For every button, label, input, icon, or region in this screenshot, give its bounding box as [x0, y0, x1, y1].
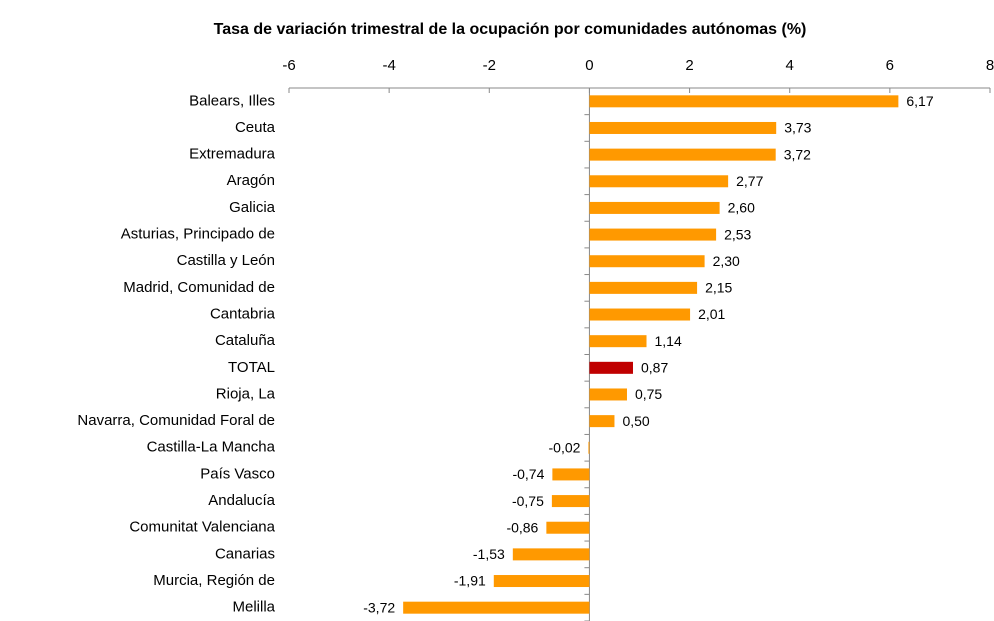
- value-label: 1,14: [655, 333, 682, 349]
- y-tick-label: Aragón: [227, 172, 275, 189]
- value-label: -0,75: [512, 493, 544, 509]
- bar: [403, 601, 590, 614]
- bar: [589, 255, 705, 268]
- y-tick-label: Ceuta: [235, 119, 276, 136]
- value-label: -0,86: [506, 519, 538, 535]
- y-tick-label: Rioja, La: [216, 385, 276, 402]
- bar: [546, 521, 590, 534]
- x-tick-label: 8: [986, 57, 994, 74]
- y-tick-label: Navarra, Comunidad Foral de: [77, 412, 275, 429]
- x-tick-label: -2: [483, 57, 496, 74]
- bar: [589, 361, 633, 374]
- bar: [589, 121, 777, 134]
- bar: [589, 175, 729, 188]
- value-label: 0,50: [622, 413, 649, 429]
- x-tick-label: 4: [786, 57, 794, 74]
- y-tick-label: País Vasco: [200, 465, 275, 482]
- value-label: 3,72: [784, 146, 811, 162]
- value-label: 0,87: [641, 360, 668, 376]
- bar: [589, 415, 615, 428]
- value-label: -3,72: [363, 599, 395, 615]
- value-label: 2,15: [705, 280, 732, 296]
- bar: [552, 468, 590, 481]
- y-tick-label: Comunitat Valenciana: [129, 519, 275, 536]
- value-label: 3,73: [784, 120, 811, 136]
- y-tick-label: Castilla-La Mancha: [147, 439, 276, 456]
- chart-title: Tasa de variación trimestral de la ocupa…: [214, 21, 807, 38]
- value-label: -0,74: [512, 466, 544, 482]
- bar: [551, 495, 590, 508]
- y-tick-label: Asturias, Principado de: [121, 226, 275, 243]
- x-tick-label: 0: [585, 57, 593, 74]
- y-tick-label: Balears, Illes: [189, 92, 275, 109]
- bar: [588, 441, 590, 454]
- bar: [589, 148, 776, 161]
- y-tick-label: Cantabria: [210, 305, 276, 322]
- value-label: 2,30: [713, 253, 740, 269]
- value-label: 6,17: [906, 93, 933, 109]
- bar: [493, 575, 590, 588]
- bar: [589, 335, 647, 348]
- x-tick-label: 6: [886, 57, 894, 74]
- y-tick-label: Canarias: [215, 545, 275, 562]
- y-tick-label: Cataluña: [215, 332, 276, 349]
- value-label: 0,75: [635, 386, 662, 402]
- y-tick-label: Castilla y León: [177, 252, 275, 269]
- value-label: 2,01: [698, 306, 725, 322]
- value-label: -0,02: [549, 439, 581, 455]
- value-label: 2,53: [724, 226, 751, 242]
- y-tick-label: Melilla: [232, 599, 275, 616]
- x-tick-label: 2: [685, 57, 693, 74]
- bar: [589, 201, 720, 214]
- y-tick-label: Murcia, Región de: [153, 572, 275, 589]
- y-tick-label: Madrid, Comunidad de: [123, 279, 275, 296]
- bar: [589, 228, 717, 241]
- value-label: 2,60: [728, 200, 755, 216]
- bar: [512, 548, 590, 561]
- bar: [589, 281, 698, 294]
- value-label: -1,53: [473, 546, 505, 562]
- y-tick-label: Galicia: [229, 199, 276, 216]
- bar: [589, 388, 627, 401]
- y-tick-label: Andalucía: [208, 492, 275, 509]
- value-label: -1,91: [454, 573, 486, 589]
- y-tick-label: Extremadura: [189, 146, 276, 163]
- bar: [589, 308, 691, 321]
- x-tick-label: -4: [382, 57, 395, 74]
- bar: [589, 95, 899, 108]
- value-label: 2,77: [736, 173, 763, 189]
- x-tick-label: -6: [282, 57, 295, 74]
- y-tick-label: TOTAL: [228, 359, 275, 376]
